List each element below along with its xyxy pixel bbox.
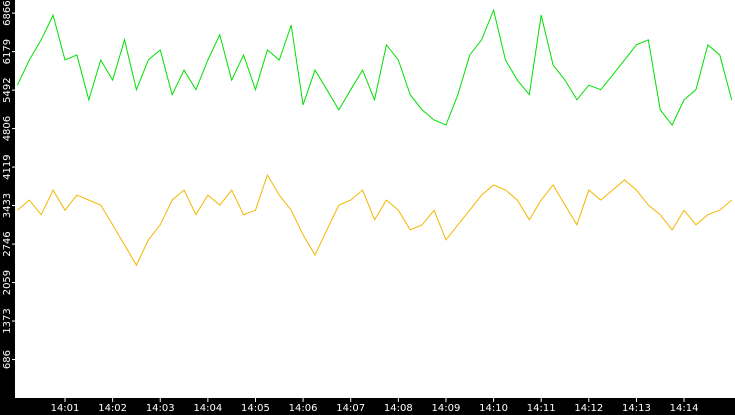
y-tick-label: 686	[2, 350, 13, 369]
y-tick-label: 4806	[2, 116, 13, 141]
x-tick-label: 14:06	[289, 403, 318, 414]
x-tick-label: 14:07	[336, 403, 365, 414]
y-tick-label: 1373	[2, 308, 13, 333]
x-tick-label: 14:11	[527, 403, 556, 414]
x-tick-label: 14:10	[479, 403, 508, 414]
y-tick-label: 2746	[2, 231, 13, 256]
x-tick-label: 14:14	[670, 403, 699, 414]
x-tick-label: 14:02	[98, 403, 127, 414]
x-tick-label: 14:09	[432, 403, 461, 414]
x-tick-label: 14:01	[51, 403, 80, 414]
x-tick-label: 14:03	[146, 403, 175, 414]
y-axis-strip	[0, 0, 15, 415]
x-tick-label: 14:12	[574, 403, 603, 414]
y-tick-label: 3433	[2, 193, 13, 218]
x-tick-label: 14:08	[384, 403, 413, 414]
y-tick-label: 6866	[2, 0, 13, 25]
x-tick-label: 14:05	[241, 403, 270, 414]
y-tick-label: 5492	[2, 77, 13, 102]
y-tick-label: 4119	[2, 154, 13, 179]
line	[17, 173, 732, 267]
y-tick-label: 2059	[2, 270, 13, 295]
x-tick-label: 14:04	[193, 403, 222, 414]
x-axis-strip	[0, 398, 735, 415]
y-tick-label: 6179	[2, 39, 13, 64]
x-tick-label: 14:13	[622, 403, 651, 414]
line	[16, 8, 733, 126]
